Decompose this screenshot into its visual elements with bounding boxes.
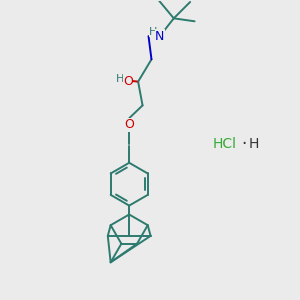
Text: N: N (155, 30, 164, 43)
Text: H: H (149, 27, 157, 37)
Text: ·: · (241, 135, 246, 153)
Text: O: O (123, 74, 133, 88)
Text: HCl: HCl (212, 137, 236, 151)
Text: O: O (124, 118, 134, 131)
Text: H: H (116, 74, 124, 84)
Text: H: H (249, 137, 259, 151)
